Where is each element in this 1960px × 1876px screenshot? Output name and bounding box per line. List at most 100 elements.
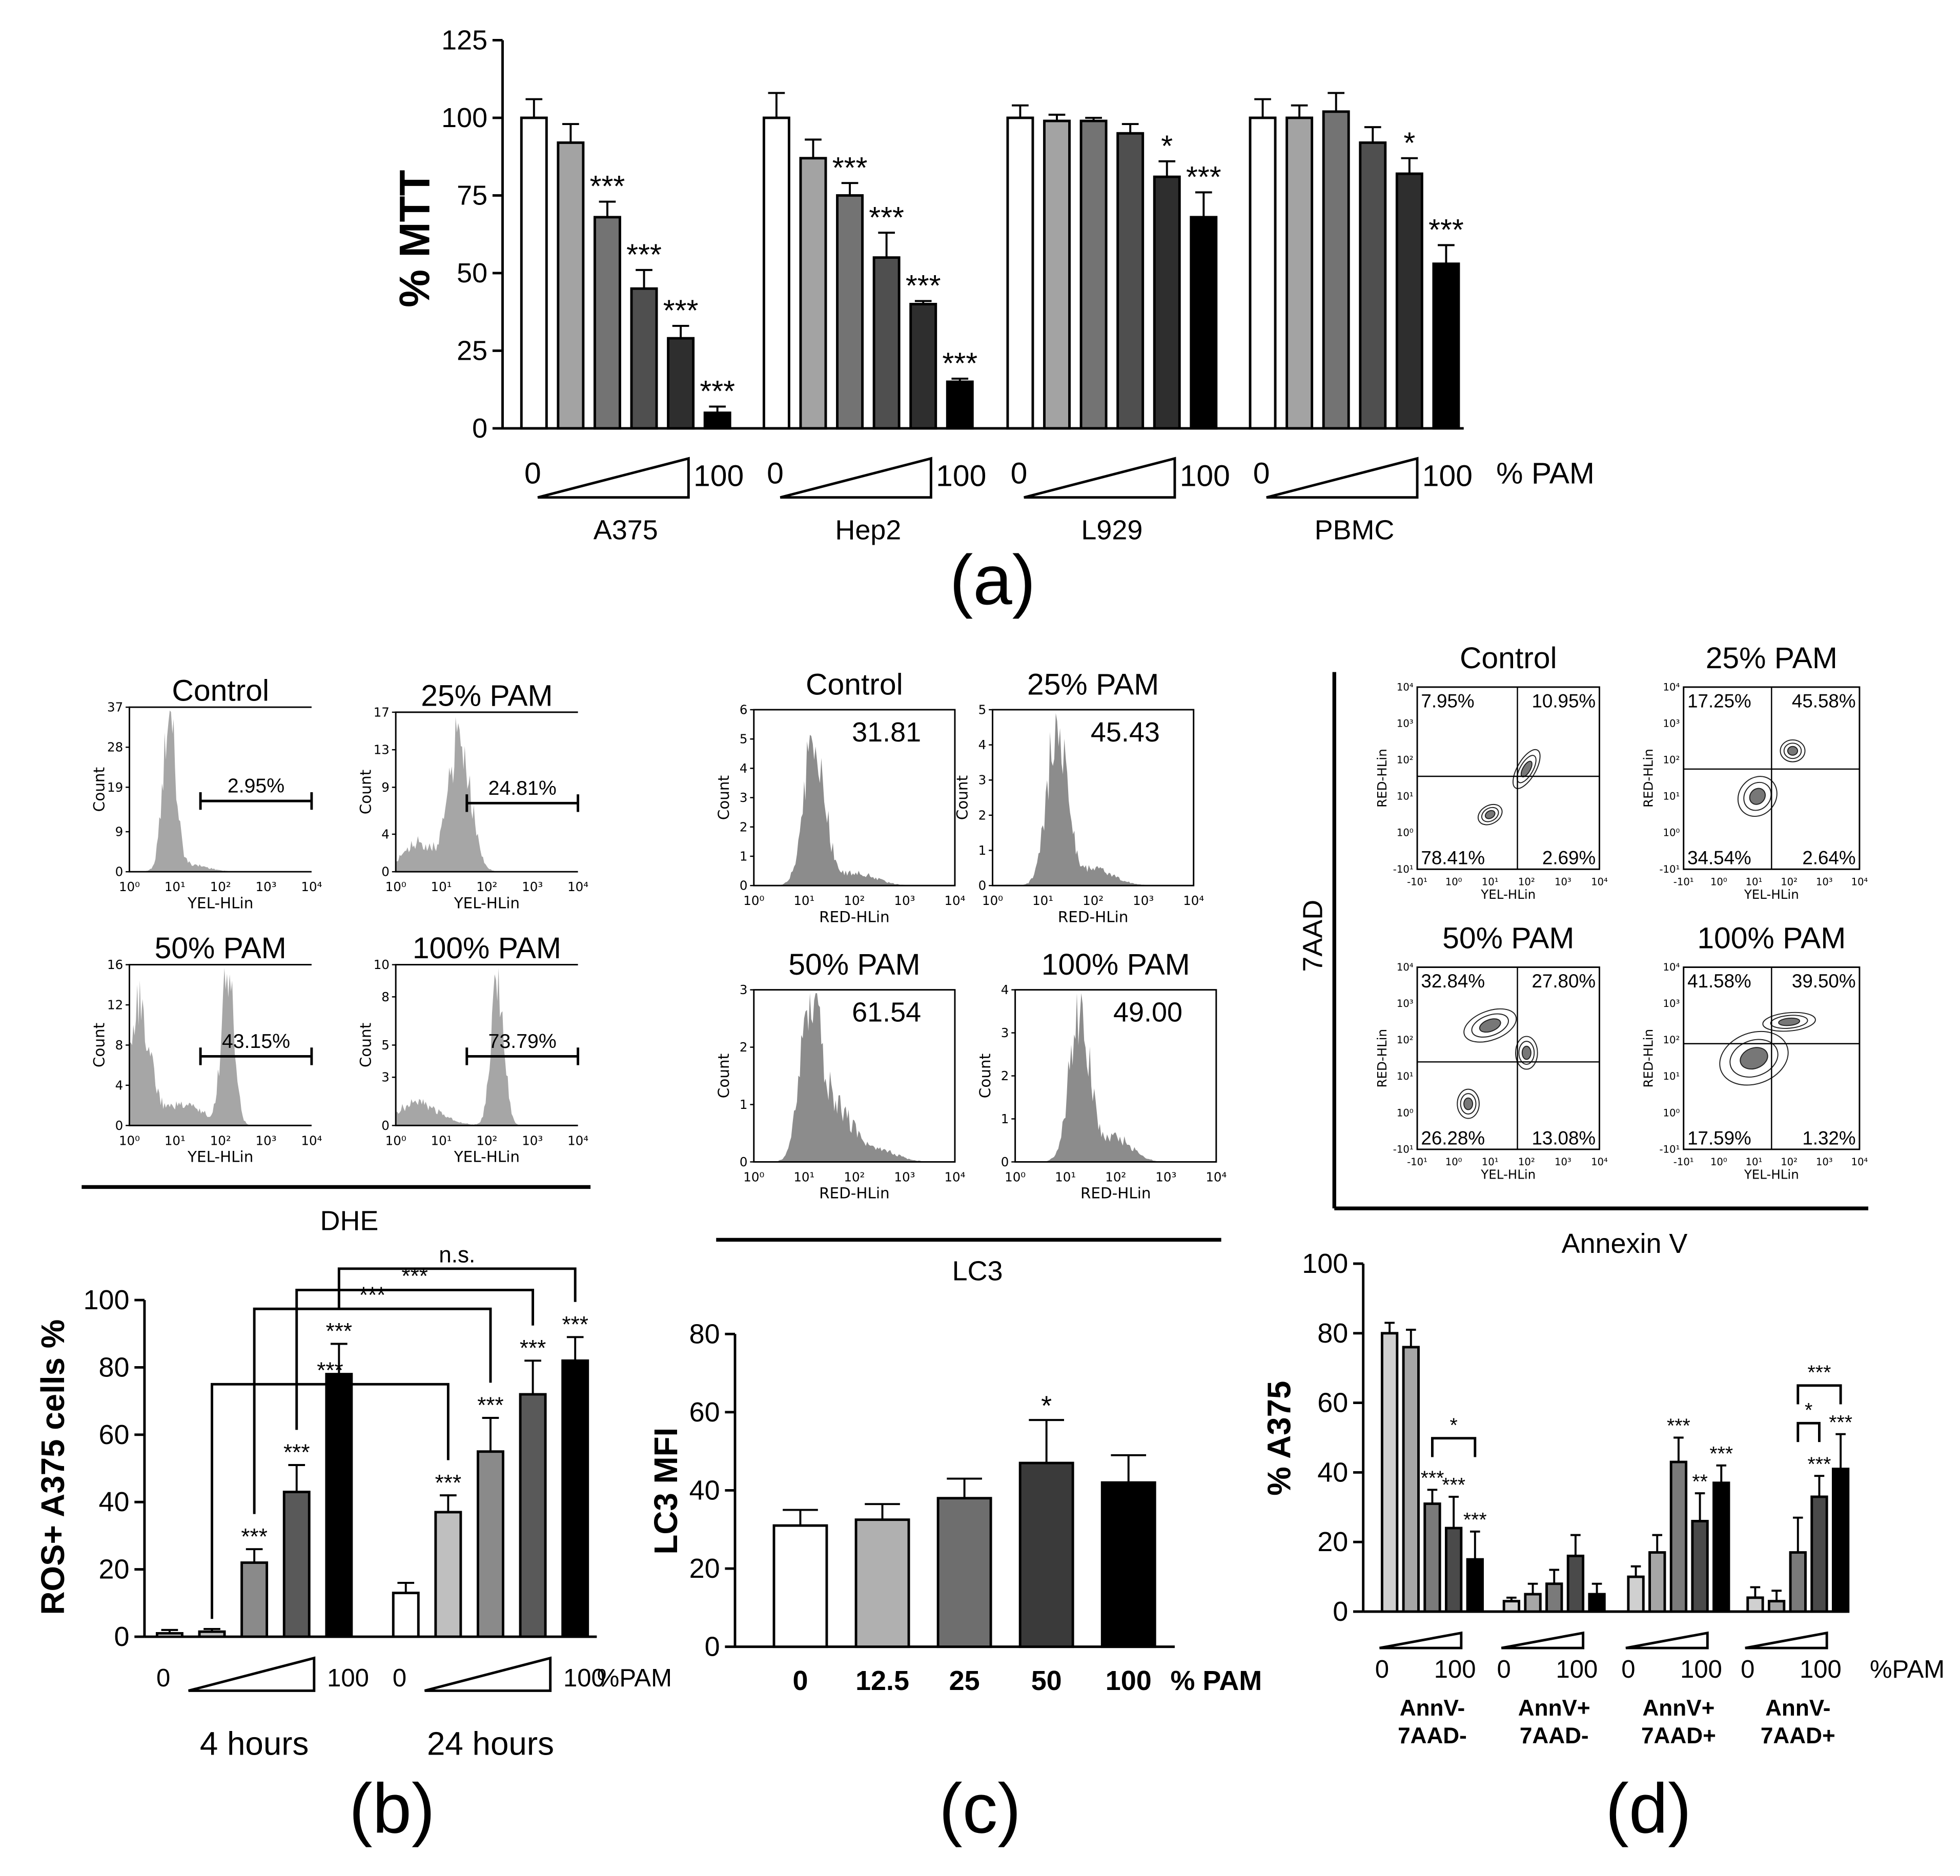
significance: *** [1829,1411,1852,1434]
error-bar [1506,1596,1517,1601]
x-tick-label: 10¹ [1746,1156,1763,1168]
histogram [396,717,578,872]
error-bar [1384,1322,1395,1333]
bar [392,1592,420,1638]
y-tick-label: 0 [472,413,487,444]
contour [1729,1039,1779,1078]
x-tick-label: 10³ [522,879,543,894]
contour [1719,1030,1789,1086]
group-label: AnnV+ [1642,1696,1714,1721]
x-tick-label: 10⁴ [1206,1169,1227,1184]
significance: *** [477,1393,504,1418]
y-tick-label: -10¹ [1659,863,1680,875]
x-axis-label: RED-HLin [819,908,890,925]
x-tick-label: 10¹ [1482,876,1499,888]
y-tick-label: 28 [107,740,123,755]
bar [1079,119,1108,430]
x-tick-label: 10⁰ [982,893,1003,908]
plot-frame [1416,686,1600,870]
error-bar [1121,123,1139,134]
dose-wedge [780,457,932,499]
bar [1831,1468,1850,1613]
y-tick-label: 3 [740,982,748,997]
comparison-bracket [1796,1421,1821,1442]
error-bar [865,1503,900,1520]
gate-label: 24.81% [488,777,557,799]
error-bar [841,182,859,196]
x-tick-label: 10² [210,1133,231,1148]
bar [1153,175,1181,430]
x-tick-label: 10³ [522,1133,543,1148]
bar [477,1450,504,1638]
dose-label: 100 [693,460,744,493]
y-tick-label: 40 [99,1487,130,1517]
significance: *** [435,1470,461,1495]
x-tick-label: 10² [1083,893,1104,908]
bar [762,116,790,430]
error-bar [805,138,822,158]
gate-label: 2.95% [228,775,284,797]
comparison-label: *** [1808,1362,1831,1384]
bar [1100,1481,1156,1648]
histogram [992,713,1194,886]
mfi-label: 31.81 [852,717,921,748]
quadrant-label: 27.80% [1532,971,1596,992]
x-axis-label: YEL-HLin [454,1148,520,1166]
x-tick-label: 10² [476,879,497,894]
significance: *** [1421,1467,1444,1490]
plot-frame [992,709,1195,887]
significance: *** [663,294,699,327]
error-bar [1750,1586,1761,1598]
significance: *** [1709,1442,1733,1465]
error-bar [1652,1534,1663,1553]
dose-label: 100 [1434,1656,1476,1683]
x-tick-label: 10³ [1816,1156,1833,1168]
x-tick-label: 10¹ [793,1169,814,1184]
y-tick-label: -10¹ [1659,1143,1680,1155]
bar [1648,1551,1666,1613]
y-tick-label: 125 [441,25,487,55]
y-tick-label: 10⁴ [1663,961,1680,973]
x-axis-label: YEL-HLin [1480,1167,1536,1182]
x-tick-label: 10⁰ [119,879,140,894]
contour [1770,1015,1808,1029]
y-tick-label: 17 [374,705,390,719]
contour [1749,788,1766,805]
quadrant-label: 45.58% [1792,690,1856,711]
group-label: A375 [594,514,658,545]
y-tick-label: 10³ [1397,998,1414,1009]
panel-label: (b) [349,1769,435,1848]
y-tick-label: 3 [740,790,748,805]
y-tick-label: 75 [457,180,487,211]
panel-label: (c) [939,1769,1021,1848]
panel-label: (d) [1605,1769,1691,1848]
x-tick-label: 25 [949,1665,980,1696]
quadrant-label: 32.84% [1421,971,1485,992]
y-axis-label: RED-HLin [1641,749,1656,808]
bar [1380,1332,1399,1613]
contour [1787,746,1799,756]
y-tick-label: 0 [381,1118,390,1133]
error-bar [1630,1565,1641,1577]
quadrant-label: 2.64% [1802,848,1855,869]
x-axis-label: YEL-HLin [1744,887,1799,902]
y-axis-title: LC3 MFI [647,1428,684,1555]
bar [1285,116,1314,430]
plot-frame [395,711,578,873]
bar [1402,1346,1420,1613]
error-bar [1254,98,1271,118]
histogram [129,710,312,872]
quadrant-label: 78.41% [1421,848,1485,869]
x-tick-label: 10⁴ [944,1169,965,1184]
dose-label: 0 [767,457,784,490]
bar [936,1497,992,1648]
bar [1116,132,1145,430]
y-axis-label: Count [954,775,971,820]
dose-unit: %PAM [1870,1656,1945,1683]
significance: *** [241,1524,267,1549]
dose-label: 0 [1741,1656,1754,1683]
bar [1588,1593,1606,1613]
panel-axis-title: Annexin V [1562,1228,1688,1259]
error-bar [440,1494,457,1512]
